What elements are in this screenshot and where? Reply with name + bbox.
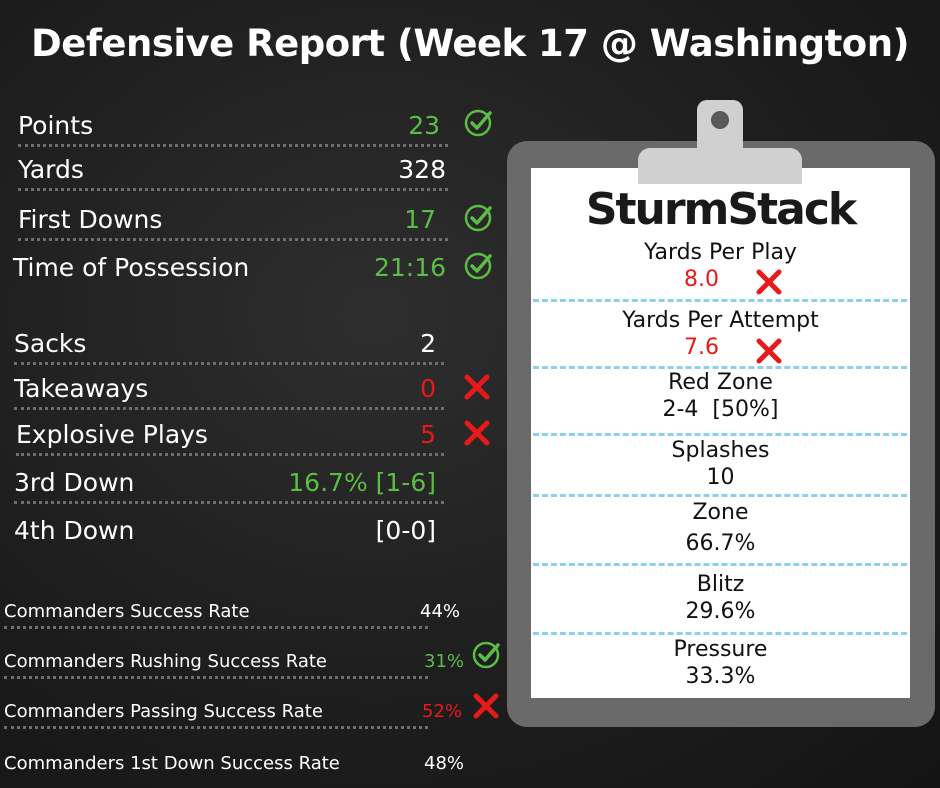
- clipboard-clip-base: [638, 148, 802, 184]
- clipboard-stat-blitz: Blitz 29.6%: [531, 572, 910, 626]
- stat-value: 2: [420, 329, 436, 358]
- success-rate-value: 52%: [422, 701, 463, 722]
- success-rate-row: Commanders Rushing Success Rate 31%: [4, 634, 464, 679]
- x-icon: [755, 337, 783, 365]
- stat-row-first-downs: First Downs 17: [18, 196, 448, 241]
- stat-row-4th-down: 4th Down [0-0]: [14, 507, 444, 547]
- clipboard-stat-value: 2-4 [50%]: [662, 397, 779, 422]
- x-icon: [472, 692, 500, 720]
- dashed-divider: [533, 433, 907, 436]
- clipboard-stat-label: Yards Per Attempt: [622, 308, 819, 333]
- stat-label: Yards: [18, 155, 84, 184]
- page-title: Defensive Report (Week 17 @ Washington): [31, 22, 909, 65]
- stat-value: [0-0]: [375, 516, 436, 545]
- clipboard-stat-label: Red Zone: [668, 370, 773, 395]
- stat-value: 17: [404, 205, 436, 234]
- stat-label: 4th Down: [14, 516, 135, 545]
- dashed-divider: [533, 366, 907, 369]
- clipboard-stat-value: 66.7%: [685, 531, 756, 556]
- success-rate-row: Commanders Success Rate 44%: [4, 584, 460, 629]
- stat-row-points: Points 23: [18, 102, 448, 147]
- row-divider: [16, 453, 444, 456]
- clipboard-stat-zone: Zone 66.7%: [531, 500, 910, 558]
- clipboard-stat-label: Splashes: [671, 438, 770, 463]
- success-rate-value: 31%: [424, 651, 465, 672]
- row-divider: [14, 407, 444, 410]
- clipboard-stat-value: 7.6: [684, 335, 719, 360]
- success-rate-label: Commanders Rushing Success Rate: [4, 651, 327, 672]
- clipboard-stat-red-zone: Red Zone 2-4 [50%]: [531, 370, 910, 424]
- success-rate-row: Commanders Passing Success Rate 52%: [4, 684, 462, 729]
- dashed-divider: [533, 494, 907, 497]
- row-divider: [14, 501, 444, 504]
- clipboard-stat-value: 33.3%: [685, 664, 756, 689]
- check-circle-icon: [463, 251, 493, 281]
- stat-label: Explosive Plays: [16, 420, 208, 449]
- check-circle-icon: [463, 108, 493, 138]
- row-divider: [14, 362, 444, 365]
- row-divider: [18, 238, 448, 241]
- stat-row-yards: Yards 328: [18, 146, 448, 191]
- clipboard-stat-pressure: Pressure 33.3%: [531, 637, 910, 691]
- stat-value: 328: [398, 155, 446, 184]
- stat-value: 5: [420, 420, 436, 449]
- row-divider: [4, 726, 428, 729]
- stat-value: 0: [420, 374, 436, 403]
- clipboard-stat-value: 29.6%: [685, 599, 756, 624]
- dashed-divider: [533, 563, 907, 566]
- success-rate-value: 48%: [424, 753, 465, 774]
- row-divider: [18, 144, 448, 147]
- stat-value: 21:16: [373, 253, 446, 282]
- clipboard-stat-value: 10: [706, 465, 735, 490]
- success-rate-label: Commanders 1st Down Success Rate: [4, 753, 340, 774]
- check-circle-icon: [471, 640, 501, 670]
- stat-value: 16.7% [1-6]: [288, 468, 436, 497]
- stat-row-takeaways: Takeaways 0: [14, 365, 444, 410]
- dashed-divider: [533, 632, 907, 635]
- x-icon: [463, 373, 491, 401]
- success-rate-label: Commanders Success Rate: [4, 601, 250, 622]
- clipboard-stat-yards-per-attempt: Yards Per Attempt 7.6: [531, 308, 910, 362]
- clipboard-stat-splashes: Splashes 10: [531, 438, 910, 492]
- brand-logo: SturmStack: [585, 184, 857, 235]
- stat-label: First Downs: [18, 205, 163, 234]
- clipboard-stat-label: Blitz: [696, 572, 745, 597]
- stat-row-explosive-plays: Explosive Plays 5: [16, 411, 444, 456]
- x-icon: [463, 419, 491, 447]
- clipboard-stat-label: Zone: [692, 500, 749, 525]
- stat-row-time-of-possession: Time of Possession 21:16: [13, 244, 448, 284]
- stat-label: Takeaways: [14, 374, 149, 403]
- success-rate-value: 44%: [420, 601, 461, 622]
- stat-value: 23: [408, 111, 440, 140]
- x-icon: [755, 268, 783, 296]
- stat-label: Sacks: [14, 329, 87, 358]
- clipboard-stat-value: 8.0: [684, 267, 719, 292]
- row-divider: [4, 676, 428, 679]
- success-rate-row: Commanders 1st Down Success Rate 48%: [4, 736, 464, 776]
- row-divider: [18, 188, 448, 191]
- success-rate-label: Commanders Passing Success Rate: [4, 701, 323, 722]
- stat-label: 3rd Down: [14, 468, 135, 497]
- dashed-divider: [533, 299, 907, 302]
- clipboard-stat-label: Yards Per Play: [644, 240, 797, 265]
- stat-label: Points: [18, 111, 94, 140]
- check-circle-icon: [463, 203, 493, 233]
- row-divider: [4, 626, 428, 629]
- clipboard-stat-label: Pressure: [673, 637, 768, 662]
- stat-label: Time of Possession: [13, 253, 250, 282]
- stat-row-sacks: Sacks 2: [14, 320, 444, 365]
- clipboard-clip-hole: [711, 111, 729, 129]
- clipboard-stat-yards-per-play: Yards Per Play 8.0: [531, 240, 910, 294]
- stat-row-3rd-down: 3rd Down 16.7% [1-6]: [14, 459, 444, 504]
